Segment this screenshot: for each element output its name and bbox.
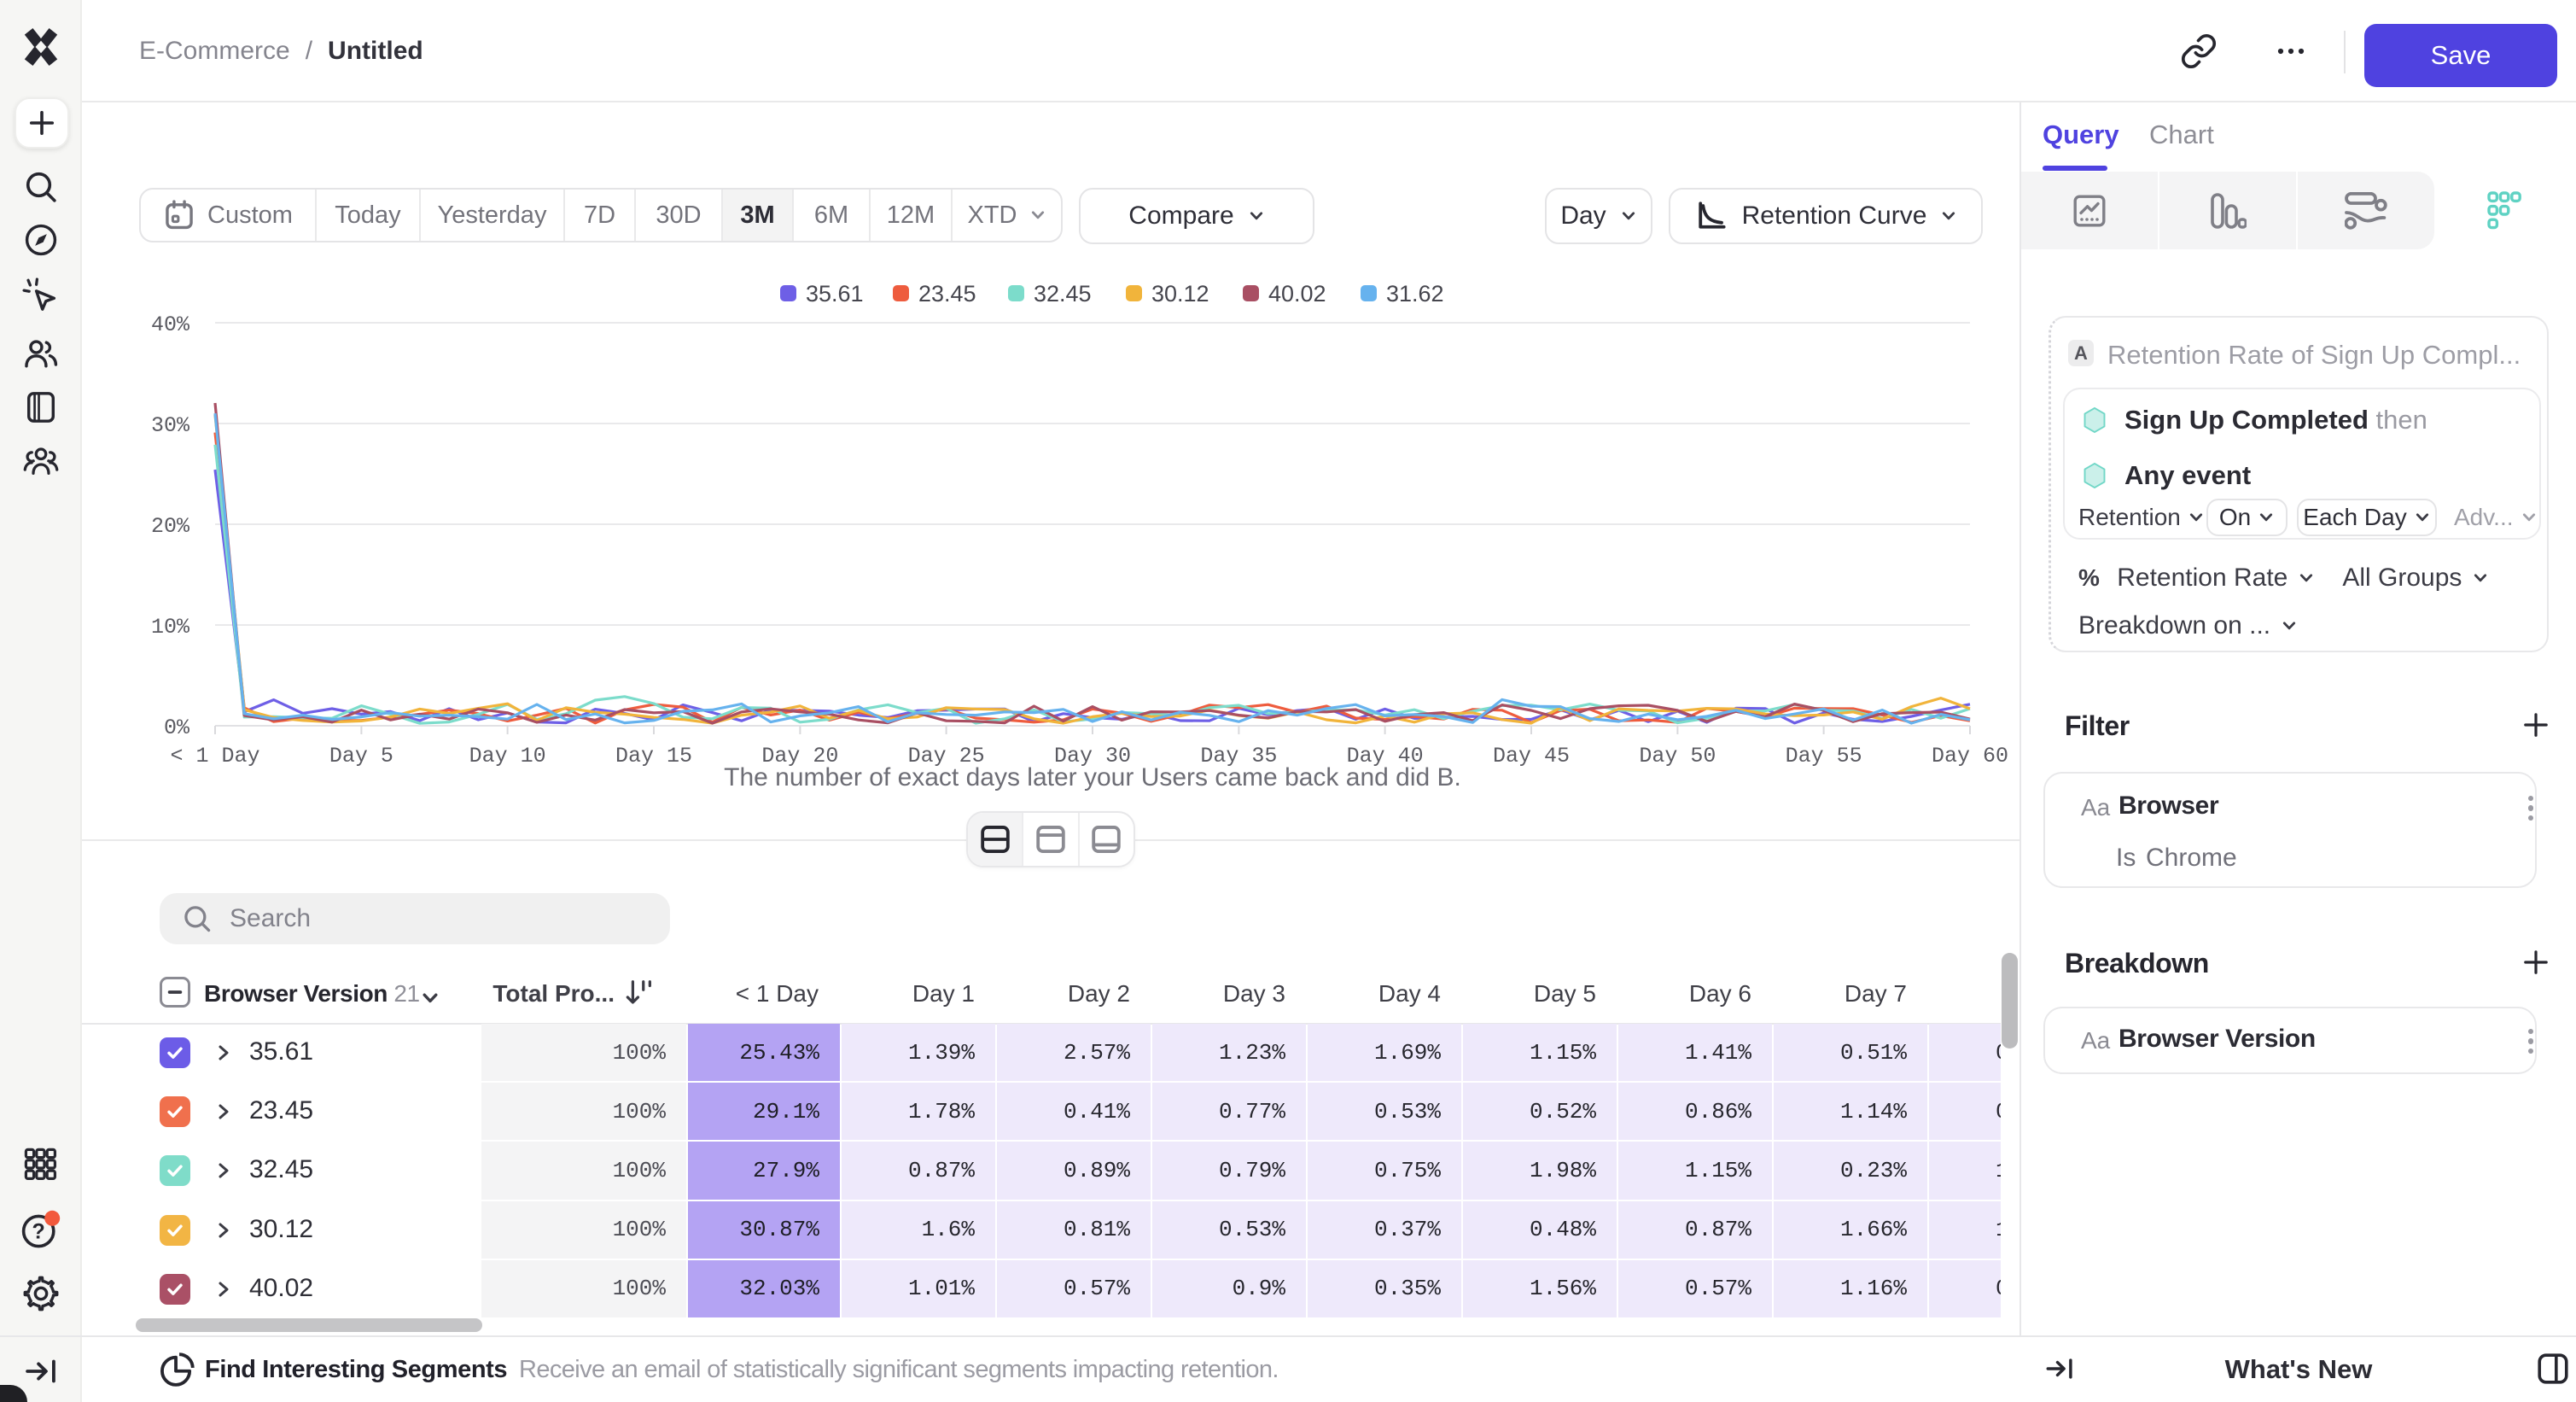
svg-text:30.12: 30.12 bbox=[1151, 281, 1209, 307]
svg-text:Day 50: Day 50 bbox=[1639, 744, 1716, 768]
svg-text:Day 5: Day 5 bbox=[329, 744, 393, 768]
svg-text:< 1 Day: < 1 Day bbox=[170, 744, 259, 768]
svg-text:Day 15: Day 15 bbox=[615, 744, 692, 768]
svg-text:Day 10: Day 10 bbox=[469, 744, 546, 768]
svg-text:20%: 20% bbox=[151, 514, 190, 539]
svg-text:Day 20: Day 20 bbox=[761, 744, 838, 768]
svg-text:?: ? bbox=[32, 1219, 45, 1243]
svg-text:Day 25: Day 25 bbox=[908, 744, 985, 768]
svg-text:Day 45: Day 45 bbox=[1493, 744, 1570, 768]
svg-text:23.45: 23.45 bbox=[918, 281, 976, 307]
svg-text:Day 35: Day 35 bbox=[1200, 744, 1277, 768]
svg-text:31.62: 31.62 bbox=[1386, 281, 1444, 307]
svg-text:Day 30: Day 30 bbox=[1054, 744, 1131, 768]
svg-text:Day 60: Day 60 bbox=[1932, 744, 2008, 768]
svg-text:0%: 0% bbox=[164, 716, 190, 740]
svg-text:40.02: 40.02 bbox=[1268, 281, 1326, 307]
svg-text:Day 40: Day 40 bbox=[1347, 744, 1424, 768]
svg-text:35.61: 35.61 bbox=[806, 281, 864, 307]
svg-text:10%: 10% bbox=[151, 615, 190, 640]
svg-text:The number of exact days later: The number of exact days later your User… bbox=[724, 763, 1461, 792]
svg-text:30%: 30% bbox=[151, 413, 190, 438]
svg-text:32.45: 32.45 bbox=[1034, 281, 1092, 307]
svg-text:Day 55: Day 55 bbox=[1786, 744, 1862, 768]
svg-text:40%: 40% bbox=[151, 313, 190, 337]
